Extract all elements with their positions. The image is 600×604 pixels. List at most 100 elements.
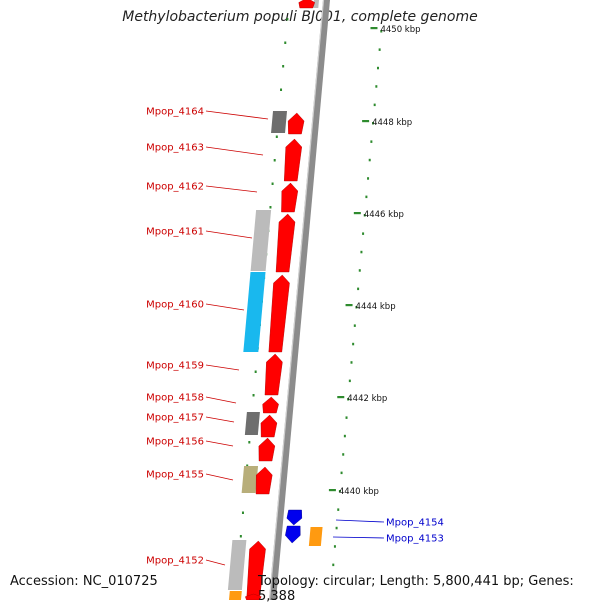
gene-leader-line <box>205 110 269 120</box>
forward-gene-arrow <box>264 353 283 396</box>
gene-label[interactable]: Mpop_4163 <box>146 143 204 154</box>
gene-label[interactable]: Mpop_4152 <box>146 556 204 567</box>
outer-ring-dot <box>360 250 363 254</box>
scale-ticks: 4450 kbp 4448 kbp 4446 kbp 4444 kbp 4442 kbp… <box>328 25 421 497</box>
gene-label[interactable]: Mpop_4160 <box>146 300 204 311</box>
inner-ring-dot <box>246 464 249 467</box>
outer-ring-dot <box>376 66 379 70</box>
forward-gene-arrow <box>260 414 278 438</box>
outer-ring-dot <box>335 526 338 530</box>
inner-ring-dot <box>275 135 278 138</box>
gray-feature-block <box>313 0 319 8</box>
inner-ring-dot <box>241 511 244 514</box>
gene-labels: Mpop_4164 Mpop_4163 Mpop_4162 Mpop_4161 Mpop… <box>146 107 444 567</box>
inner-ring-dot <box>248 441 251 444</box>
inner-ring-dot <box>271 182 274 185</box>
outer-dotted-ring <box>332 30 383 567</box>
outer-ring-dot <box>340 471 343 475</box>
outer-ring-dot <box>363 214 366 217</box>
outer-ring-dot <box>365 195 368 199</box>
outer-ring-dot <box>352 342 355 346</box>
forward-gene-arrow <box>281 182 299 213</box>
outer-ring-dot <box>333 545 336 548</box>
scale-tick-label: 4444 kbp <box>356 302 396 312</box>
inner-ring-dot <box>254 370 257 373</box>
orange-feature-block <box>308 527 323 546</box>
dark-feature-block <box>244 412 260 435</box>
outer-ring-dot <box>373 103 376 107</box>
outer-ring-dot <box>368 158 371 162</box>
gene-label[interactable]: Mpop_4157 <box>146 413 204 424</box>
inner-ring-dot <box>286 18 289 21</box>
forward-gene-arrow <box>268 274 290 353</box>
outer-ring-dot <box>362 232 365 235</box>
gene-label[interactable]: Mpop_4156 <box>146 437 204 448</box>
gene-leader-line <box>205 364 240 371</box>
gene-leader-line <box>205 303 245 311</box>
forward-gene-arrow <box>245 593 262 600</box>
cyan-feature-block <box>243 272 266 352</box>
gray-feature-block <box>250 210 272 271</box>
gene-label[interactable]: Mpop_4154 <box>386 518 444 529</box>
reverse-gene-arrow <box>285 525 301 544</box>
forward-gene-arrow <box>255 466 273 495</box>
outer-ring-dot <box>348 379 351 383</box>
inner-ring-dot <box>239 535 242 538</box>
outer-ring-dot <box>378 48 381 51</box>
outer-ring-dot <box>347 398 350 401</box>
gene-leader-line <box>335 519 385 523</box>
scale-tick <box>353 212 361 215</box>
scale-tick <box>337 396 345 399</box>
inner-ring-dot <box>284 41 287 44</box>
gene-leader-line <box>205 416 235 423</box>
inner-ring-dot <box>282 65 285 68</box>
inner-ring-dot <box>269 206 272 209</box>
inner-ring-dot <box>273 159 276 162</box>
map-title: Methylobacterium populi BJ001, complete … <box>122 9 478 25</box>
scale-tick-label: 4442 kbp <box>347 394 387 404</box>
outer-ring-dot <box>358 269 361 272</box>
forward-gene-arrow <box>275 213 296 273</box>
gene-label[interactable]: Mpop_4153 <box>386 534 444 545</box>
backbone-line <box>269 0 330 600</box>
backbone-highlight <box>268 0 325 600</box>
gene-label[interactable]: Mpop_4155 <box>146 470 204 481</box>
outer-ring-dot <box>350 361 353 364</box>
outer-ring-dot <box>380 30 383 33</box>
scale-tick-label: 4446 kbp <box>364 210 404 220</box>
forward-gene-arrow <box>287 112 305 135</box>
accession-label: Accession: NC_010725 <box>10 574 158 589</box>
scale-tick-label: 4448 kbp <box>372 118 412 128</box>
gene-leader-line <box>205 440 234 447</box>
gene-leader-line <box>205 559 226 566</box>
outer-ring-dot <box>355 306 358 309</box>
gene-leader-line <box>205 396 237 404</box>
gene-label[interactable]: Mpop_4159 <box>146 361 204 372</box>
scale-tick-label: 4450 kbp <box>380 25 420 35</box>
feature-blocks <box>227 0 323 600</box>
outer-ring-dot <box>332 563 335 567</box>
outer-ring-dot <box>357 287 360 291</box>
forward-gene-arrow <box>262 396 279 414</box>
gene-label[interactable]: Mpop_4161 <box>146 227 204 238</box>
outer-ring-dot <box>338 490 341 493</box>
inner-ring-dot <box>252 394 255 397</box>
orange-feature-block <box>229 591 242 600</box>
outer-ring-dot <box>370 140 373 143</box>
gene-arrows <box>245 0 316 600</box>
scale-tick <box>328 489 336 492</box>
gene-leader-line <box>205 185 258 193</box>
outer-ring-dot <box>343 434 346 438</box>
inner-ring-dot <box>280 88 283 91</box>
gene-label[interactable]: Mpop_4158 <box>146 393 204 404</box>
scale-tick <box>362 120 370 123</box>
dark-feature-block <box>271 111 288 133</box>
gene-label[interactable]: Mpop_4162 <box>146 182 204 193</box>
outer-ring-dot <box>337 508 340 511</box>
scale-tick <box>345 304 353 307</box>
reverse-gene-arrow <box>286 509 303 526</box>
outer-ring-dot <box>342 453 345 456</box>
outer-ring-dot <box>372 122 375 125</box>
gene-label[interactable]: Mpop_4164 <box>146 107 204 118</box>
